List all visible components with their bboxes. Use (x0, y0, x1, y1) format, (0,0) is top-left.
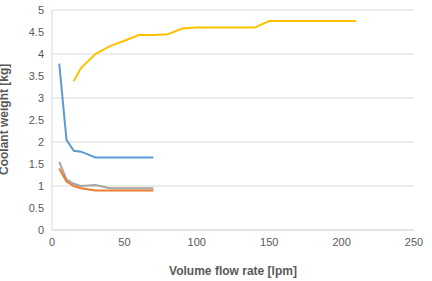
svg-text:5: 5 (38, 4, 44, 16)
svg-text:2: 2 (38, 136, 44, 148)
svg-text:100: 100 (188, 236, 206, 248)
svg-text:Volume flow rate [lpm]: Volume flow rate [lpm] (169, 264, 297, 278)
svg-text:1: 1 (38, 180, 44, 192)
svg-text:3.5: 3.5 (29, 70, 44, 82)
svg-text:200: 200 (332, 236, 350, 248)
svg-text:50: 50 (118, 236, 130, 248)
svg-text:4.5: 4.5 (29, 26, 44, 38)
svg-text:150: 150 (260, 236, 278, 248)
svg-text:0.5: 0.5 (29, 202, 44, 214)
svg-text:4: 4 (38, 48, 44, 60)
svg-text:250: 250 (405, 236, 423, 248)
svg-text:0: 0 (49, 236, 55, 248)
svg-text:0: 0 (38, 224, 44, 236)
svg-text:3: 3 (38, 92, 44, 104)
svg-text:2.5: 2.5 (29, 114, 44, 126)
svg-text:1.5: 1.5 (29, 158, 44, 170)
svg-text:Coolant weight [kg]: Coolant weight [kg] (8, 64, 11, 175)
